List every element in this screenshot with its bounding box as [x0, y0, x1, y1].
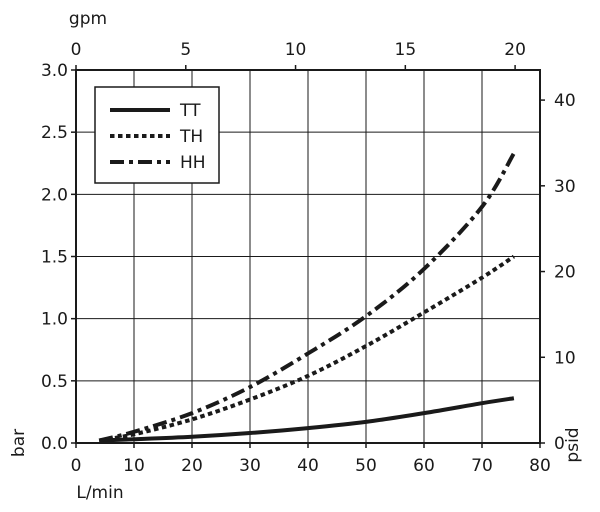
- legend: TT TH HH: [94, 86, 220, 184]
- bottom-axis-label: L/min: [76, 483, 123, 503]
- top-tick-label: 10: [285, 40, 307, 60]
- left-tick-label: 2.0: [41, 185, 68, 205]
- left-tick-label: 1.5: [41, 248, 68, 268]
- left-tick-label: 3.0: [41, 61, 68, 81]
- right-axis-label: psid: [563, 427, 583, 462]
- bottom-tick-label: 80: [529, 456, 551, 476]
- legend-box: [94, 86, 220, 184]
- bottom-tick-label: 0: [71, 456, 82, 476]
- bottom-tick-label: 20: [181, 456, 203, 476]
- top-tick-label: 15: [395, 40, 417, 60]
- top-axis-label: gpm: [69, 9, 107, 29]
- right-tick-label: 30: [554, 177, 576, 197]
- bottom-tick-label: 60: [413, 456, 435, 476]
- bottom-tick-label: 40: [297, 456, 319, 476]
- top-tick-label: 5: [180, 40, 191, 60]
- legend-label-tt: TT: [179, 101, 201, 121]
- bottom-tick-label: 30: [239, 456, 261, 476]
- left-tick-label: 0.0: [41, 434, 68, 454]
- bottom-tick-label: 10: [123, 456, 145, 476]
- bottom-tick-label: 50: [355, 456, 377, 476]
- left-tick-label: 0.5: [41, 372, 68, 392]
- right-tick-label: 40: [554, 91, 576, 111]
- legend-label-th: TH: [179, 127, 203, 147]
- left-tick-label: 2.5: [41, 123, 68, 143]
- left-tick-label: 1.0: [41, 310, 68, 330]
- top-tick-label: 0: [71, 40, 82, 60]
- series-line-hh: [98, 152, 516, 443]
- legend-label-hh: HH: [180, 153, 206, 173]
- axis-ticks: 0 10 20 30 40 50 60 70 800 5 10 15 200.00.51.01.52.0…: [41, 40, 576, 476]
- data-series: [98, 152, 516, 443]
- right-tick-label: 0: [554, 434, 565, 454]
- right-tick-label: 20: [554, 263, 576, 283]
- series-line-tt: [99, 396, 515, 443]
- bottom-tick-label: 70: [471, 456, 493, 476]
- series-line-th: [98, 254, 516, 443]
- left-axis-label: bar: [9, 429, 29, 457]
- right-tick-label: 10: [554, 348, 576, 368]
- top-tick-label: 20: [504, 40, 526, 60]
